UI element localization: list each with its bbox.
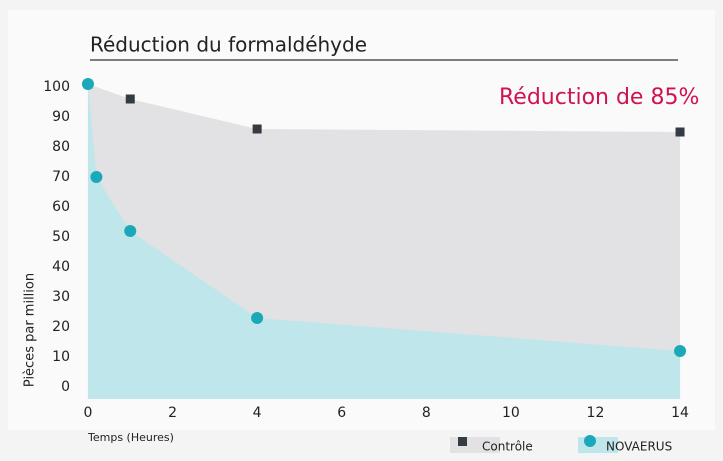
x-tick-label: 0 xyxy=(83,405,92,421)
legend-marker xyxy=(458,437,467,446)
y-tick-label: 100 xyxy=(43,79,70,95)
marker xyxy=(675,127,685,137)
marker xyxy=(674,345,687,357)
marker xyxy=(124,225,137,237)
y-tick-label: 10 xyxy=(52,349,70,365)
y-tick-label: 60 xyxy=(52,199,70,215)
area xyxy=(87,84,681,399)
x-tick-label: 10 xyxy=(502,405,520,421)
y-tick-label: 20 xyxy=(52,319,70,335)
x-tick-label: 6 xyxy=(337,405,346,421)
y-tick-label: 70 xyxy=(52,169,70,185)
y-tick-label: 90 xyxy=(52,109,70,125)
marker xyxy=(90,171,103,183)
marker xyxy=(251,312,264,324)
y-tick-label: 30 xyxy=(52,289,70,305)
x-tick-label: 14 xyxy=(671,405,689,421)
y-tick-label: 0 xyxy=(61,379,70,395)
legend-marker xyxy=(584,435,596,447)
marker xyxy=(125,94,135,104)
legend-label: NOVAERUS xyxy=(606,440,672,454)
y-tick-label: 50 xyxy=(52,229,70,245)
x-axis-label: Temps (Heures) xyxy=(87,431,174,444)
y-axis-label: Pièces par million xyxy=(23,273,38,387)
x-tick-label: 2 xyxy=(168,405,177,421)
x-tick-label: 8 xyxy=(422,405,431,421)
y-tick-label: 80 xyxy=(52,139,70,155)
annotation: Réduction de 85% xyxy=(499,85,699,110)
marker xyxy=(81,78,94,90)
x-tick-label: 4 xyxy=(253,405,262,421)
y-tick-label: 40 xyxy=(52,259,70,275)
marker xyxy=(252,124,262,134)
chart-title: Réduction du formaldéhyde xyxy=(90,33,367,57)
legend-label: Contrôle xyxy=(482,440,533,454)
x-tick-label: 12 xyxy=(587,405,605,421)
